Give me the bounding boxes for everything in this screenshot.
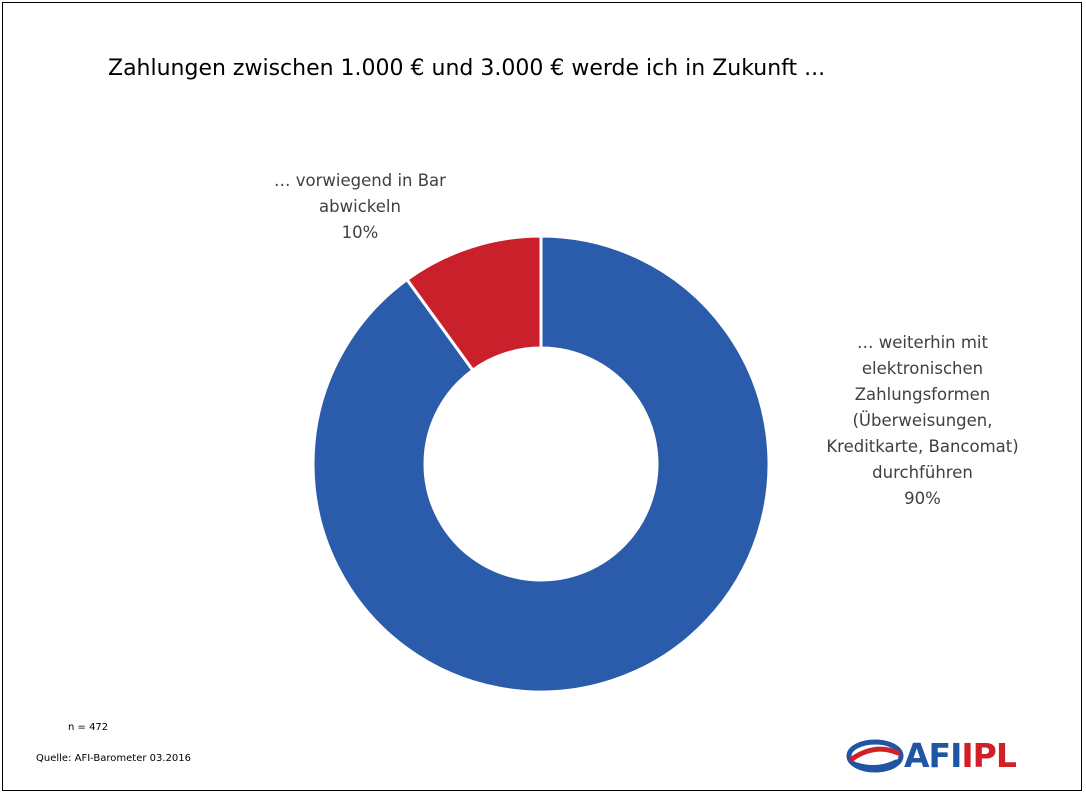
slice-label-cash-line-1: … vorwiegend in Bar	[274, 171, 446, 190]
afi-ipl-logo: AFIIPL	[846, 735, 1060, 777]
logo-wordmark: AFIIPL	[904, 735, 1017, 777]
slice-label-electronic-line-5: Kreditkarte, Bancomat)	[826, 437, 1019, 456]
slice-label-electronic: … weiterhin mit elektronischen Zahlungsf…	[810, 330, 1035, 512]
slice-label-electronic-line-4: (Überweisungen,	[852, 411, 993, 430]
slice-label-electronic-line-1: … weiterhin mit	[857, 333, 988, 352]
slice-label-electronic-line-3: Zahlungsformen	[854, 385, 991, 404]
slice-label-cash: … vorwiegend in Bar abwickeln 10%	[230, 168, 490, 246]
source-note: Quelle: AFI-Barometer 03.2016	[36, 753, 192, 764]
logo-text-ipl: IPL	[961, 736, 1016, 775]
slice-electronic	[311, 234, 771, 694]
logo-swoosh-icon	[846, 739, 904, 773]
slice-cash	[404, 234, 543, 373]
sample-size-note: n = 472	[68, 722, 109, 733]
slice-value-cash: 10%	[341, 223, 379, 242]
chart-title: Zahlungen zwischen 1.000 € und 3.000 € w…	[108, 56, 826, 81]
slice-label-electronic-line-6: durchführen	[872, 463, 973, 482]
slice-label-cash-line-2: abwickeln	[319, 197, 401, 216]
slice-value-electronic: 90%	[904, 489, 941, 508]
slice-label-electronic-line-2: elektronischen	[861, 359, 984, 378]
logo-text-afi: AFI	[904, 736, 962, 775]
